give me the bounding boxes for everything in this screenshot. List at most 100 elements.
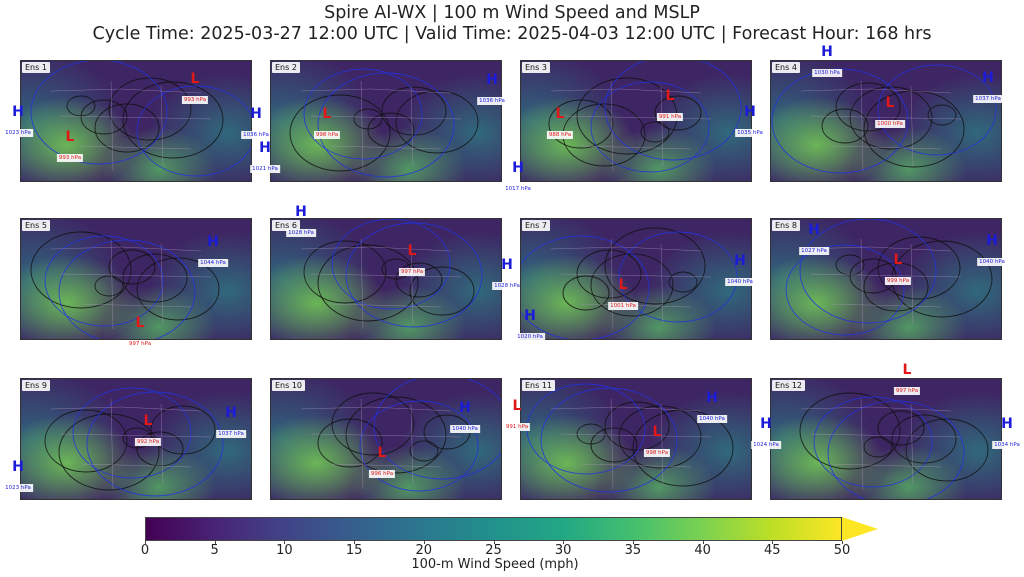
pressure-value: 999 hPa [884,277,912,285]
pressure-center-symbol: L [555,106,565,122]
pressure-value: 1001 hPa [608,302,638,310]
colorbar-tick-label: 0 [140,543,150,558]
pressure-center-symbol: H [12,104,24,120]
ensemble-label: Ens 4 [772,62,800,73]
chart-title: Spire AI-WX | 100 m Wind Speed and MSLP [324,3,700,23]
colorbar-tick-label: 40 [694,543,711,558]
colorbar-tick-label: 25 [485,543,502,558]
ensemble-label: Ens 1 [22,62,50,73]
pressure-center-symbol: L [322,106,332,122]
colorbar-label: 100-m Wind Speed (mph) [411,557,579,572]
ensemble-label: Ens 11 [522,380,556,391]
colorbar-tick-mark [702,541,704,544]
high-pressure-marker: H 1028 hPa [492,257,522,291]
high-pressure-marker: H 1023 hPa [3,104,33,138]
high-pressure-marker: H 1023 hPa [3,460,33,493]
colorbar-tick-mark [284,541,286,544]
low-pressure-marker: L 998 hPa [643,424,671,458]
pressure-value: 993 hPa [56,154,84,162]
wind-speed-map [20,378,252,500]
pressure-center-symbol: L [652,424,662,440]
ensemble-label: Ens 7 [522,220,550,231]
ensemble-panel: Ens 2 L 998 hPa H 1036 hPa H 1021 hPa [250,60,507,182]
pressure-center-symbol: H [501,257,513,273]
pressure-center-symbol: L [143,413,153,429]
ensemble-panel: Ens 8 H 1027 hPa L 999 hPa H 1040 hPa [770,218,1007,340]
high-pressure-marker: H 1040 hPa [977,234,1007,267]
wind-speed-map [520,378,752,500]
colorbar-tick-mark [632,541,634,544]
low-pressure-marker: L 993 hPa [56,130,84,163]
pressure-center-symbol: L [407,243,417,259]
pressure-value: 1023 hPa [3,484,33,492]
pressure-center-symbol: L [190,71,200,87]
pressure-center-symbol: H [459,400,471,416]
ensemble-label: Ens 12 [772,380,806,391]
high-pressure-marker: H 1021 hPa [250,141,280,174]
pressure-value: 1044 hPa [198,259,228,267]
high-pressure-marker: H 1036 hPa [477,73,507,106]
ensemble-label: Ens 3 [522,62,550,73]
ensemble-panel: Ens 12 L 997 hPa H 1024 hPa H 1034 hPa [751,363,1022,500]
low-pressure-marker: L 999 hPa [884,253,912,286]
pressure-value: 1040 hPa [697,415,727,423]
pressure-value: 1037 hPa [216,430,246,438]
pressure-value: 1037 hPa [973,95,1003,103]
colorbar-extend-arrow [842,517,878,541]
wind-speed-map [770,378,1002,500]
low-pressure-marker: L 996 hPa [368,446,396,479]
colorbar-tick-mark [563,541,565,544]
colorbar-tick-mark [493,541,495,544]
ensemble-panel: Ens 11 L 991 hPa H 1040 hPa L 998 hPa [503,378,752,500]
colorbar-tick-label: 15 [345,543,363,558]
pressure-value: 1024 hPa [751,441,781,449]
ensemble-label: Ens 9 [22,380,50,391]
low-pressure-marker: L 988 hPa [546,106,574,140]
pressure-center-symbol: H [734,253,746,269]
pressure-center-symbol: H [808,222,820,238]
wind-speed-map [20,218,252,340]
low-pressure-marker: L 998 hPa [313,106,341,140]
high-pressure-marker: H 1040 hPa [450,400,480,434]
pressure-value: 1017 hPa [503,185,533,193]
ensemble-label: Ens 5 [22,220,50,231]
low-pressure-marker: L 997 hPa [893,363,921,396]
ensemble-panel: Ens 5 H 1044 hPa L 997 hPa [20,218,252,348]
pressure-value: 1023 hPa [3,129,33,137]
colorbar-tick-mark [772,541,774,544]
pressure-value: 997 hPa [398,268,426,276]
colorbar-tick-mark [214,541,216,544]
ensemble-label: Ens 8 [772,220,800,231]
colorbar-tick-label: 10 [276,543,293,558]
colorbar-tick-label: 50 [833,543,851,558]
pressure-value: 998 hPa [643,449,671,457]
wind-speed-map [270,218,502,340]
low-pressure-marker: L 1001 hPa [608,278,638,311]
high-pressure-marker: H 1034 hPa [992,417,1022,450]
pressure-value: 997 hPa [126,340,154,348]
low-pressure-marker: L 997 hPa [126,316,154,349]
pressure-value: 997 hPa [893,387,921,395]
pressure-value: 1036 hPa [241,131,271,139]
colorbar-tick-label: 45 [764,543,781,558]
colorbar-tick-label: 35 [624,543,642,558]
pressure-center-symbol: H [225,405,237,421]
pressure-value: 1000 hPa [875,120,905,128]
wind-speed-map [20,60,252,182]
high-pressure-marker: H 1028 hPa [286,205,316,238]
ensemble-label: Ens 6 [272,220,300,231]
colorbar-tick-label: 30 [554,543,572,558]
high-pressure-marker: H 1020 hPa [515,309,545,342]
pressure-center-symbol: L [512,398,522,414]
pressure-value: 993 hPa [181,96,209,104]
low-pressure-marker: L 1000 hPa [875,96,905,129]
pressure-center-symbol: H [744,104,756,120]
ensemble-panel: Ens 1 L 993 hPa L 993 hPa H 1023 hPa H 1036 hPa [3,60,271,182]
low-pressure-marker: L 991 hPa [503,398,531,432]
ensemble-label: Ens 10 [272,380,306,391]
colorbar-tick-mark [145,541,146,544]
low-pressure-marker: L 991 hPa [656,89,684,122]
pressure-value: 1030 hPa [812,69,842,77]
pressure-value: 991 hPa [656,113,684,121]
colorbar-tick-mark [423,541,425,544]
